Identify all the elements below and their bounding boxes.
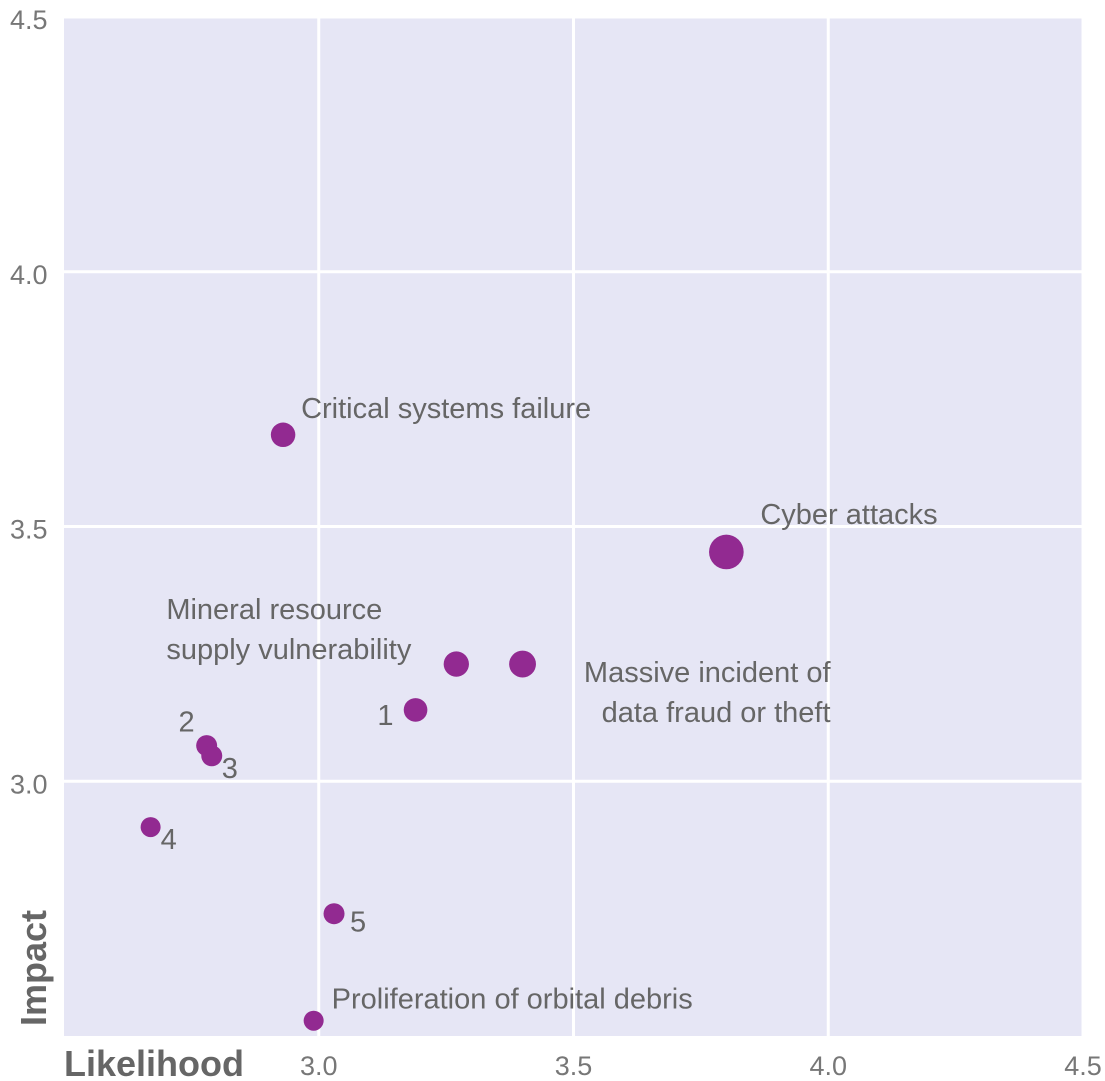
data-point <box>403 698 428 722</box>
data-point <box>270 422 296 448</box>
x-axis-title: Likelihood <box>64 1043 244 1081</box>
point-label: 1 <box>377 700 393 732</box>
x-tick-label: 4.5 <box>1064 1051 1102 1081</box>
data-point <box>443 651 469 677</box>
y-tick-label: 4.5 <box>10 5 48 35</box>
data-point <box>323 903 345 925</box>
y-tick-label: 3.5 <box>10 515 48 545</box>
point-label: Cyber attacks <box>760 499 937 531</box>
data-point <box>303 1010 324 1031</box>
y-tick-label: 4.0 <box>10 260 48 290</box>
point-label: Massive incident of data fraud or theft <box>584 657 832 729</box>
point-label: 2 <box>179 707 195 739</box>
point-label: 5 <box>350 907 366 939</box>
point-label: Proliferation of orbital debris <box>332 984 693 1016</box>
point-label: 4 <box>161 824 177 856</box>
data-point <box>140 817 161 838</box>
point-label: Critical systems failure <box>301 393 591 425</box>
x-tick-label: 4.0 <box>809 1051 847 1081</box>
data-point <box>509 650 536 678</box>
data-point <box>709 534 744 570</box>
point-label: 3 <box>222 753 238 785</box>
y-tick-label: 3.0 <box>10 769 48 799</box>
data-point <box>201 745 223 767</box>
x-tick-label: 3.0 <box>300 1051 338 1081</box>
point-label: Mineral resource supply vulnerability <box>166 594 412 666</box>
x-tick-label: 3.5 <box>555 1051 593 1081</box>
y-axis-title: Impact <box>13 910 54 1026</box>
